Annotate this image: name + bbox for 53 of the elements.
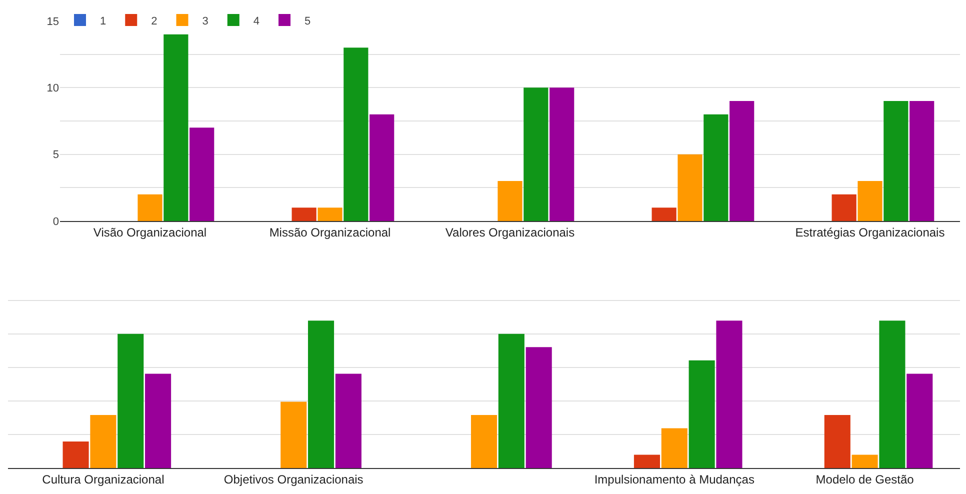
bar xyxy=(138,194,162,221)
legend-label: 3 xyxy=(202,15,208,28)
bar xyxy=(90,414,116,468)
y-tick-label: 15 xyxy=(46,16,59,28)
bar xyxy=(879,320,906,468)
bar xyxy=(832,194,856,221)
bar xyxy=(661,428,688,468)
x-tick-label: Objetivos Organizacionais xyxy=(224,472,364,486)
y-tick-label: 0 xyxy=(52,216,59,228)
bar xyxy=(906,374,933,468)
x-tick-label: Missão Organizacional xyxy=(269,225,391,240)
bar xyxy=(858,181,882,221)
bar xyxy=(292,208,316,221)
bar xyxy=(688,360,715,468)
bar xyxy=(910,101,934,221)
bar xyxy=(498,334,524,468)
bar xyxy=(308,320,334,468)
bar xyxy=(280,402,307,468)
x-tick-label: Estratégias Organizacionais xyxy=(795,225,945,240)
bar xyxy=(190,128,214,221)
bar xyxy=(730,101,754,221)
bar xyxy=(118,334,144,468)
bar xyxy=(526,347,552,468)
bar xyxy=(145,374,172,468)
y-tick-label: 5 xyxy=(52,149,59,162)
bar xyxy=(652,208,676,221)
x-tick-label: Modelo de Gestão xyxy=(816,472,914,486)
legend-label: 1 xyxy=(100,15,106,28)
bar xyxy=(884,101,908,221)
x-tick-label: Valores Organizacionais xyxy=(445,225,575,240)
bar xyxy=(704,114,728,221)
bar xyxy=(470,414,498,468)
legend-label: 2 xyxy=(151,15,158,28)
bar xyxy=(550,88,574,221)
bar xyxy=(824,414,850,468)
x-tick-label: Cultura Organizacional xyxy=(42,472,164,486)
bar xyxy=(62,441,89,468)
bar xyxy=(335,374,362,468)
bar xyxy=(852,454,878,468)
bar xyxy=(318,208,342,221)
legend-label: 4 xyxy=(253,15,260,28)
x-tick-label: Visão Organizacional xyxy=(93,225,207,240)
bar xyxy=(634,454,660,468)
y-tick-label: 10 xyxy=(46,82,59,95)
bar xyxy=(370,114,394,221)
bar xyxy=(498,181,522,221)
bar xyxy=(344,48,368,221)
bar xyxy=(524,88,548,221)
legend-label: 5 xyxy=(304,15,311,28)
x-tick-label: Impulsionamento à Mudanças xyxy=(594,472,754,486)
bar xyxy=(164,34,188,221)
bar xyxy=(678,154,702,221)
bar xyxy=(716,320,742,468)
